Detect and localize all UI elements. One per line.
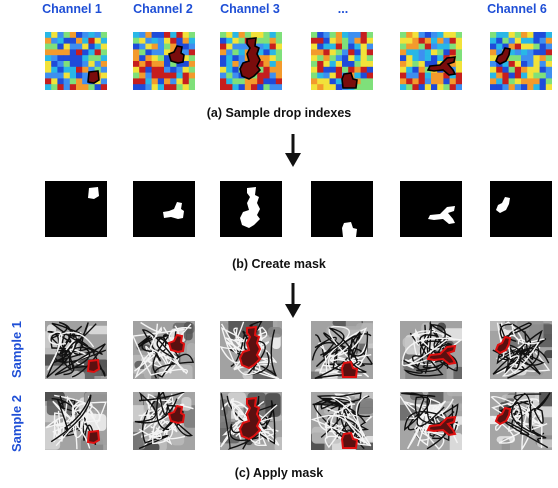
masked-sample-1-channel-6 [490,321,552,379]
channel-label-2: Channel 2 [133,2,193,16]
binary-mask-5 [400,181,462,237]
drop-index-heatmap-3 [220,32,282,90]
channel-label-ellipsis: ... [337,2,349,16]
caption-sample-drop-indexes: (a) Sample drop indexes [206,106,352,120]
masked-sample-2-channel-2 [133,392,195,450]
down-arrow-icon [285,283,301,318]
masked-sample-1-channel-1 [45,321,107,379]
row-label-sample-1: Sample 1 [9,320,25,379]
masked-sample-2-channel-1 [45,392,107,450]
masked-sample-2-channel-4 [311,392,373,450]
masked-sample-2-channel-3 [220,392,282,450]
binary-mask-3 [220,181,282,237]
caption-create-mask: (b) Create mask [232,257,326,271]
masked-sample-2-channel-6 [490,392,552,450]
binary-mask-2 [133,181,195,237]
masked-sample-1-channel-3 [220,321,282,379]
binary-mask-1 [45,181,107,237]
row-label-sample-2: Sample 2 [9,394,25,453]
masked-sample-1-channel-2 [133,321,195,379]
drop-index-heatmap-6 [490,32,552,90]
drop-index-heatmap-4 [311,32,373,90]
masked-sample-1-channel-4 [311,321,373,379]
channel-label-3: Channel 3 [220,2,280,16]
channel-label-1: Channel 1 [42,2,102,16]
masked-sample-2-channel-5 [400,392,462,450]
drop-index-heatmap-1 [45,32,107,90]
drop-index-heatmap-2 [133,32,195,90]
binary-mask-4 [311,181,373,237]
down-arrow-icon [285,134,301,167]
caption-apply-mask: (c) Apply mask [234,466,324,480]
masked-sample-1-channel-5 [400,321,462,379]
binary-mask-6 [490,181,552,237]
channel-label-6: Channel 6 [487,2,547,16]
drop-index-heatmap-5 [400,32,462,90]
